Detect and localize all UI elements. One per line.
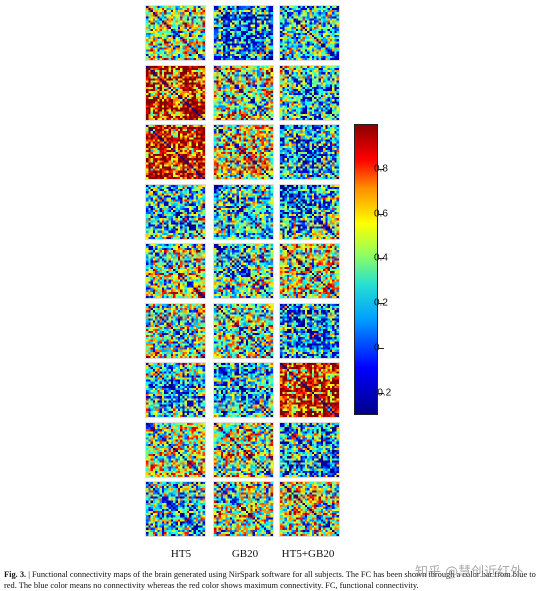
connectivity-matrix bbox=[146, 482, 205, 536]
colorbar-tick-label: 0.2 bbox=[374, 297, 388, 309]
colorbar bbox=[354, 124, 378, 415]
connectivity-matrix bbox=[214, 65, 273, 120]
connectivity-matrix-canvas bbox=[146, 244, 205, 298]
connectivity-matrix bbox=[146, 125, 205, 179]
connectivity-matrix-canvas bbox=[214, 125, 273, 179]
connectivity-matrix-canvas bbox=[146, 422, 205, 477]
connectivity-matrix-canvas bbox=[214, 6, 273, 60]
connectivity-matrix-canvas bbox=[280, 6, 339, 60]
connectivity-matrix-canvas bbox=[214, 482, 273, 536]
connectivity-matrix bbox=[146, 6, 205, 60]
colorbar-tick-label: 0.6 bbox=[374, 208, 388, 220]
connectivity-matrix bbox=[280, 363, 339, 417]
connectivity-matrix-canvas bbox=[146, 6, 205, 60]
colorbar-tick-label: 0.4 bbox=[374, 252, 388, 264]
caption-text: | Functional connectivity maps of the br… bbox=[4, 570, 536, 590]
connectivity-matrix bbox=[280, 244, 339, 298]
connectivity-matrix-canvas bbox=[214, 303, 273, 358]
colorbar-tick bbox=[379, 392, 384, 394]
colorbar-tick-label: 0 bbox=[374, 342, 380, 354]
connectivity-matrix bbox=[214, 6, 273, 60]
connectivity-matrix-canvas bbox=[146, 363, 205, 417]
connectivity-matrix bbox=[280, 125, 339, 179]
connectivity-matrix-canvas bbox=[280, 482, 339, 536]
connectivity-matrix bbox=[214, 244, 273, 298]
connectivity-matrix-canvas bbox=[214, 363, 273, 417]
figure-caption: Fig. 3. | Functional connectivity maps o… bbox=[4, 569, 536, 591]
connectivity-matrix-canvas bbox=[146, 482, 205, 536]
connectivity-matrix-canvas bbox=[280, 363, 339, 417]
connectivity-matrix-canvas bbox=[280, 422, 339, 477]
connectivity-matrix-canvas bbox=[214, 422, 273, 477]
connectivity-matrix-canvas bbox=[280, 125, 339, 179]
connectivity-matrix-canvas bbox=[214, 244, 273, 298]
connectivity-matrix bbox=[214, 363, 273, 417]
connectivity-matrix bbox=[146, 422, 205, 477]
connectivity-matrix bbox=[214, 184, 273, 239]
colorbar-tick bbox=[379, 213, 384, 215]
connectivity-matrix-canvas bbox=[214, 184, 273, 239]
connectivity-matrix bbox=[146, 244, 205, 298]
connectivity-matrix-canvas bbox=[280, 65, 339, 120]
column-label-ht5-gb20: HT5+GB20 bbox=[281, 548, 335, 560]
colorbar-tick bbox=[379, 303, 384, 305]
colorbar-tick-label: -0.2 bbox=[374, 387, 392, 399]
connectivity-matrix bbox=[214, 303, 273, 358]
connectivity-matrix-canvas bbox=[214, 65, 273, 120]
connectivity-matrix bbox=[146, 363, 205, 417]
connectivity-matrix-canvas bbox=[280, 303, 339, 358]
column-label-ht5: HT5 bbox=[170, 548, 192, 560]
colorbar-tick-label: 0.8 bbox=[374, 163, 388, 175]
connectivity-matrix-grid bbox=[146, 6, 342, 541]
connectivity-matrix bbox=[146, 65, 205, 120]
connectivity-matrix bbox=[280, 65, 339, 120]
connectivity-matrix-canvas bbox=[146, 303, 205, 358]
connectivity-matrix bbox=[146, 184, 205, 239]
connectivity-matrix bbox=[214, 482, 273, 536]
connectivity-matrix bbox=[280, 184, 339, 239]
colorbar-tick bbox=[379, 168, 384, 170]
colorbar-tick bbox=[379, 258, 384, 260]
column-label-gb20: GB20 bbox=[231, 548, 259, 560]
connectivity-matrix bbox=[214, 422, 273, 477]
connectivity-matrix-canvas bbox=[280, 184, 339, 239]
connectivity-matrix bbox=[280, 303, 339, 358]
watermark: 知乎 @慧创近红外 bbox=[415, 565, 524, 580]
connectivity-matrix-canvas bbox=[146, 125, 205, 179]
connectivity-matrix bbox=[214, 125, 273, 179]
colorbar-tick bbox=[379, 347, 384, 349]
connectivity-matrix-canvas bbox=[280, 244, 339, 298]
connectivity-matrix-canvas bbox=[146, 184, 205, 239]
connectivity-matrix bbox=[280, 422, 339, 477]
connectivity-matrix-canvas bbox=[146, 65, 205, 120]
connectivity-matrix bbox=[280, 6, 339, 60]
caption-label: Fig. 3. bbox=[4, 570, 27, 579]
connectivity-matrix bbox=[146, 303, 205, 358]
connectivity-matrix bbox=[280, 482, 339, 536]
